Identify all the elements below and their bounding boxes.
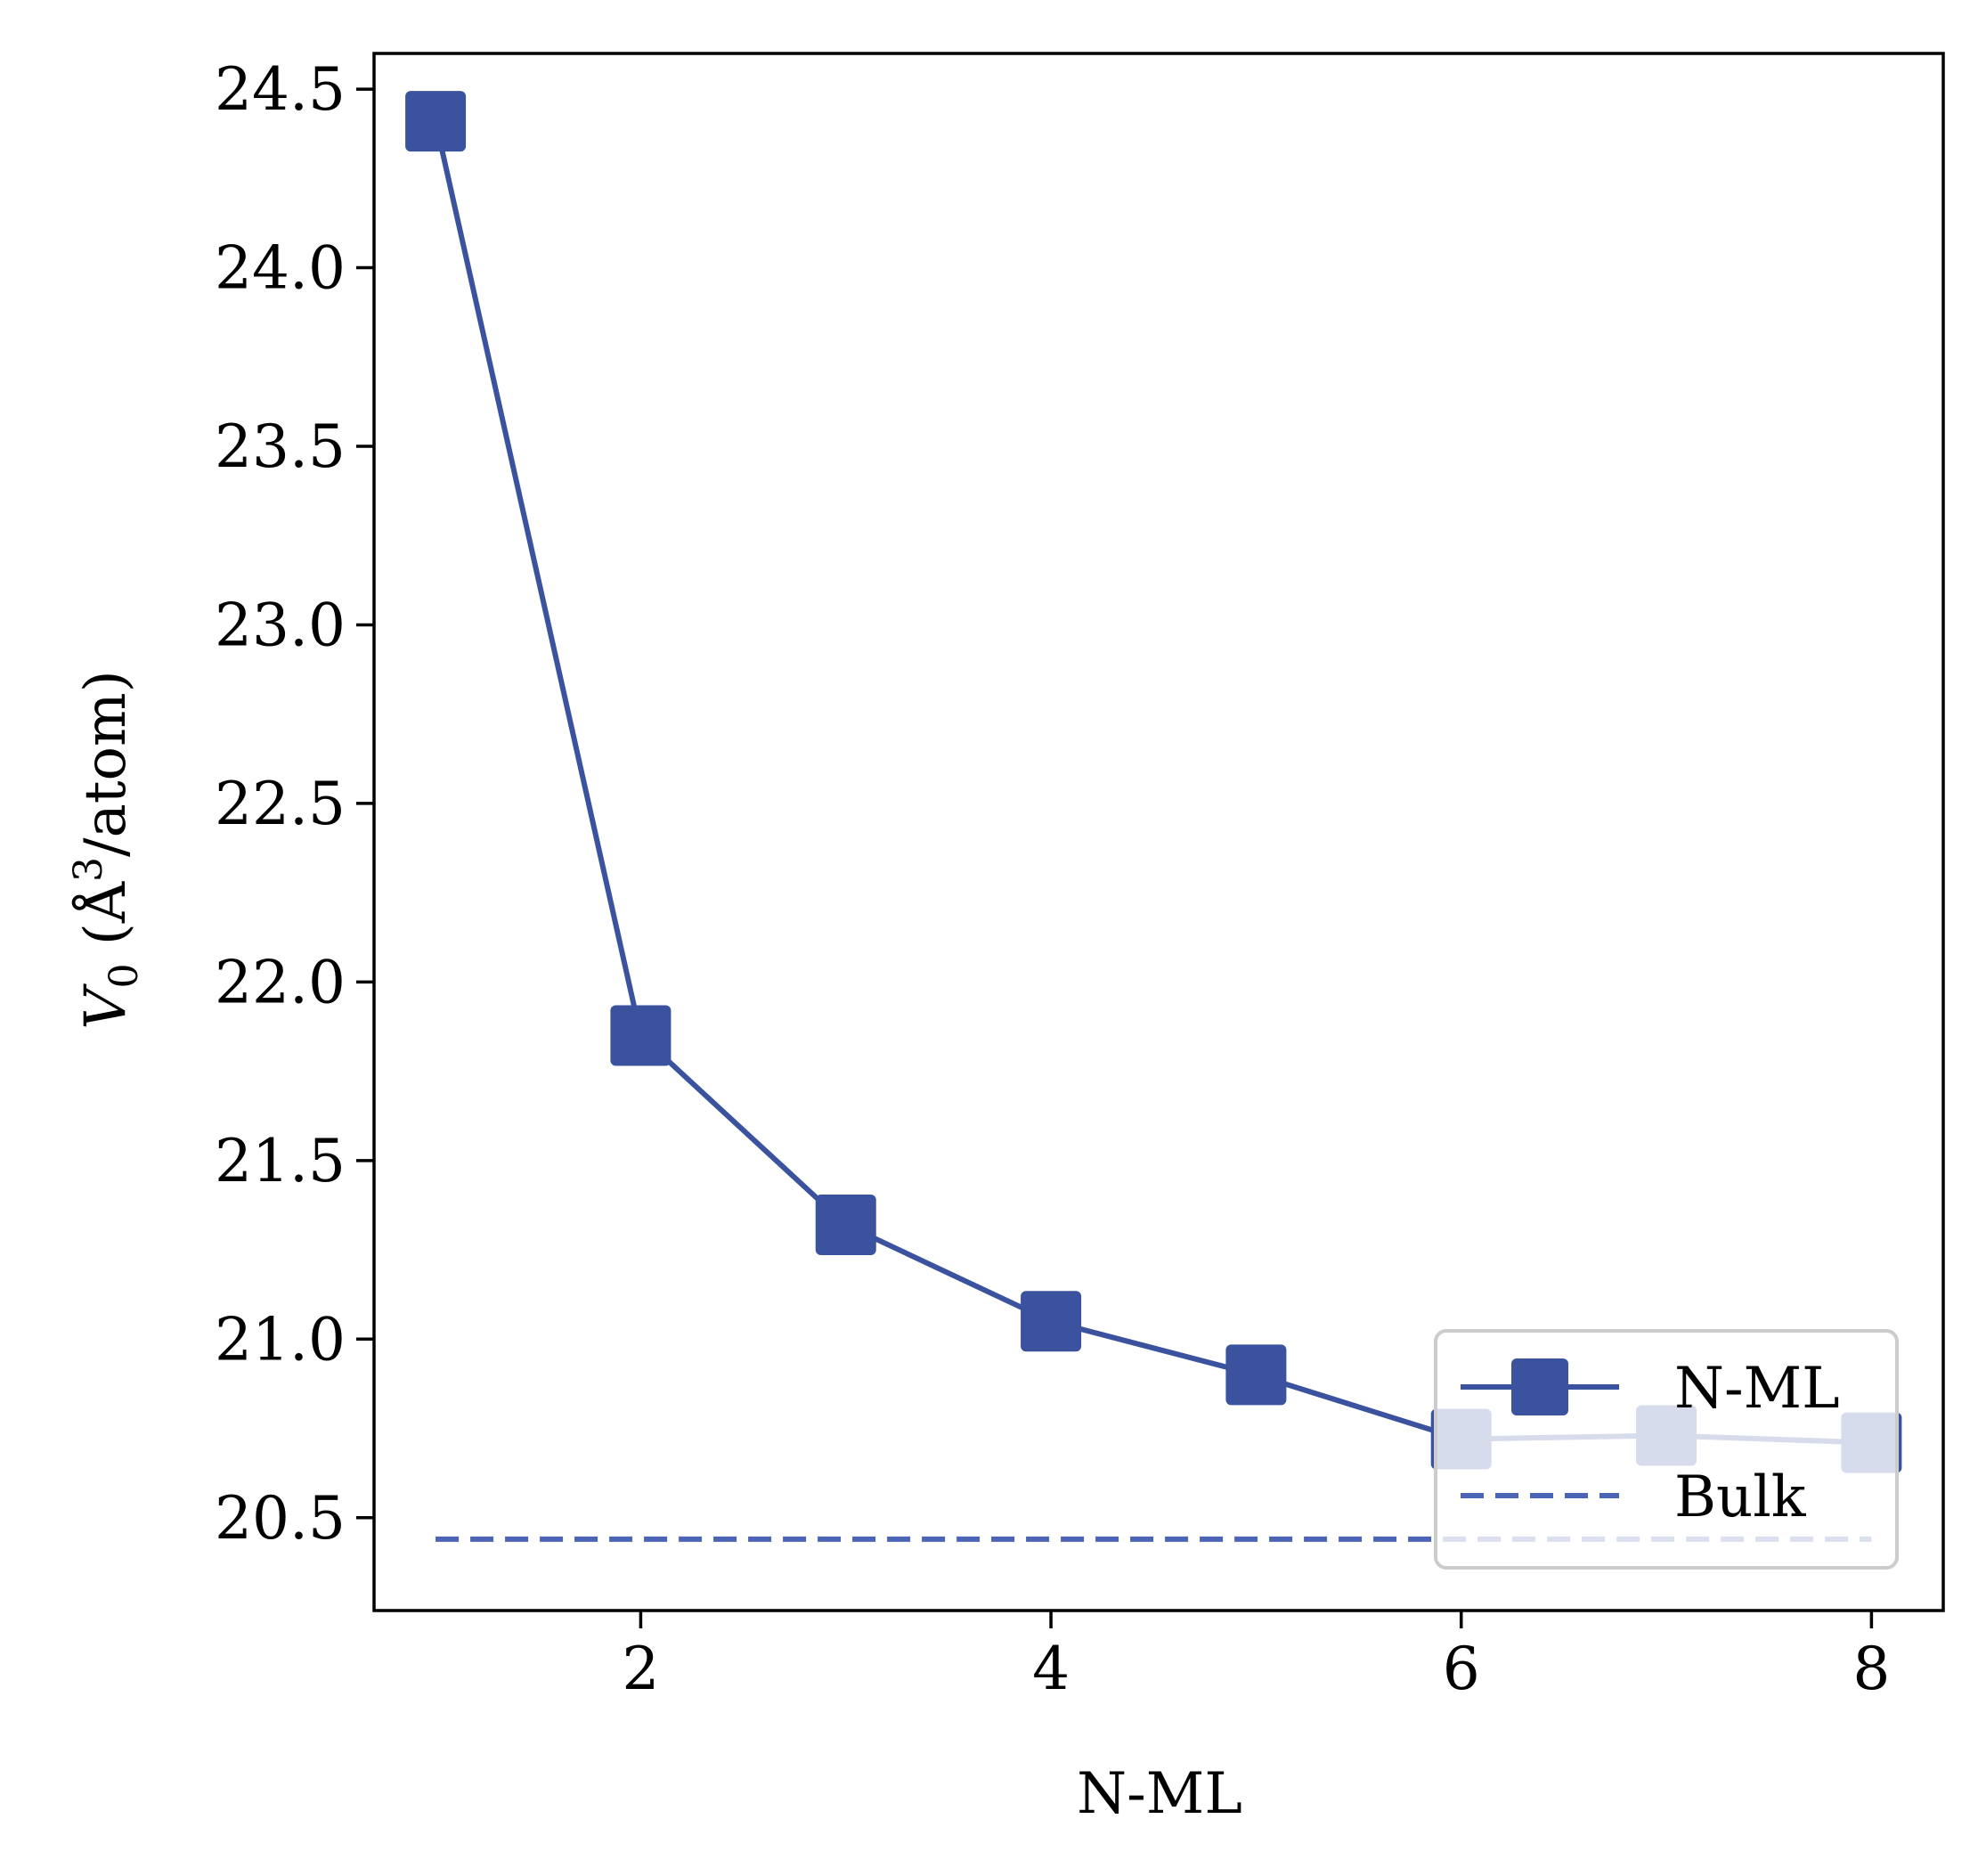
legend: N-ML Bulk bbox=[1434, 1329, 1899, 1570]
y-tick-label: 23.5 bbox=[215, 412, 346, 481]
y-axis-label: V0 (Å3/atom) bbox=[66, 670, 147, 1029]
y-tick-label: 24.5 bbox=[215, 55, 346, 124]
x-axis-ticks: 2 4 6 8 bbox=[622, 1611, 1890, 1703]
y-tick-label: 22.0 bbox=[215, 948, 346, 1016]
y-tick-label: 21.0 bbox=[215, 1305, 346, 1374]
y-tick-label: 24.0 bbox=[215, 234, 346, 303]
n-ml-point bbox=[405, 91, 467, 152]
n-ml-point bbox=[1021, 1291, 1082, 1352]
y-label-unit-open: (Å bbox=[72, 881, 139, 963]
y-tick-label: 23.0 bbox=[215, 591, 346, 659]
y-label-symbol: V bbox=[73, 983, 139, 1030]
y-tick-label: 21.5 bbox=[215, 1127, 346, 1195]
n-ml-point bbox=[815, 1195, 876, 1256]
y-label-unit-superscript: 3 bbox=[66, 857, 111, 882]
y-label-subscript: 0 bbox=[102, 963, 147, 988]
legend-bulk-label: Bulk bbox=[1674, 1464, 1807, 1530]
legend-n-ml-label: N-ML bbox=[1674, 1356, 1840, 1422]
y-tick-label: 20.5 bbox=[215, 1484, 346, 1553]
y-axis-ticks: 20.5 21.0 21.5 22.0 22.5 23.0 23.5 24.0 24.5 bbox=[215, 55, 374, 1553]
x-tick-label: 8 bbox=[1852, 1635, 1890, 1703]
legend-n-ml-marker bbox=[1511, 1358, 1568, 1415]
y-label-unit-close: /atom) bbox=[73, 670, 139, 857]
y-tick-label: 22.5 bbox=[215, 770, 346, 838]
x-tick-label: 6 bbox=[1443, 1635, 1480, 1703]
x-tick-label: 2 bbox=[622, 1635, 659, 1703]
n-ml-point bbox=[1225, 1344, 1287, 1406]
x-tick-label: 4 bbox=[1032, 1635, 1070, 1703]
axes-frame bbox=[372, 52, 1945, 1612]
x-axis-label: N-ML bbox=[1077, 1761, 1242, 1827]
n-ml-point bbox=[610, 1005, 672, 1066]
